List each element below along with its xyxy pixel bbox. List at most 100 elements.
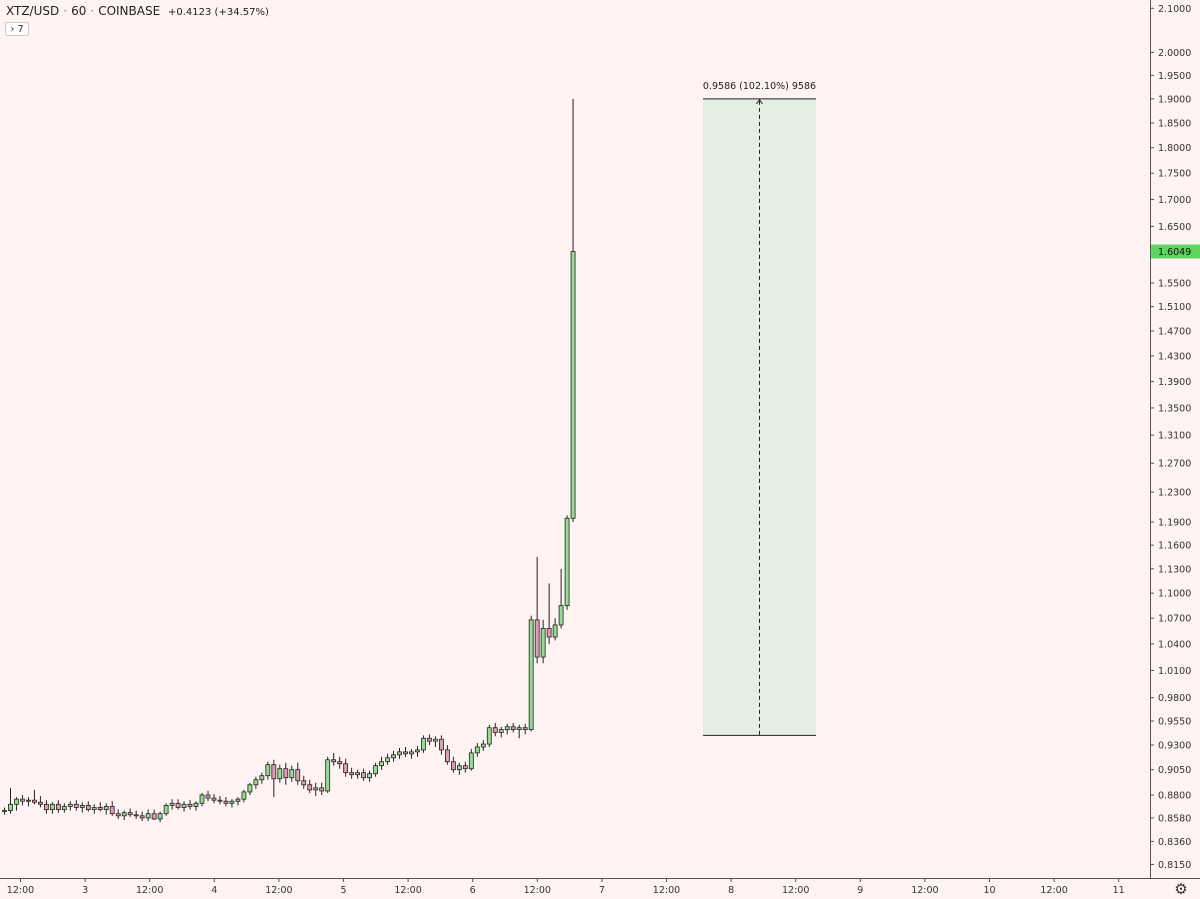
candle [433,736,438,747]
symbol-header[interactable]: XTZ/USD · 60 · COINBASE +0.4123 (+34.57%) [6,4,269,18]
candle-body [474,746,480,754]
candle-body [109,806,115,815]
candle-body [492,727,498,733]
candle [8,787,13,814]
candle-body [43,803,49,810]
candle-body [444,749,450,763]
candle-body [468,752,474,770]
candle [259,772,265,784]
price-tick-label: 1.1900 [1158,518,1191,529]
price-axis[interactable]: 2.1000 2.0000 1.9500 1.9000 1.8500 1.8000 1.75… [1150,0,1200,878]
candle-body [480,743,486,748]
candle [391,750,396,762]
candle [510,722,516,733]
time-tick-label: 4 [211,885,217,896]
price-tick-label: 1.0400 [1158,639,1191,650]
candle [277,764,283,783]
candle [265,761,271,780]
candle [462,761,468,773]
price-tick-label: 1.0100 [1158,666,1191,677]
price-tick-label: 2.0000 [1158,48,1191,59]
candle [61,803,67,813]
time-tick-label: 12:00 [782,885,809,896]
candle [546,583,552,644]
candle-body [313,787,319,791]
candle-body [427,737,432,742]
price-tick-label: 1.7500 [1158,169,1191,180]
candle-body [570,251,576,519]
candle [73,800,79,811]
candle-body [564,517,570,607]
arrow-up-icon [756,98,763,105]
candle [241,789,247,803]
candle-body [223,800,229,804]
candle-body [163,804,169,815]
price-tick-label: 1.0700 [1158,614,1191,625]
candle-body [325,759,331,792]
price-tick-label: 0.8580 [1158,813,1191,824]
time-tick-label: 9 [857,885,863,896]
candle-body [361,772,367,779]
candle-body [175,802,181,808]
candle-body [486,727,492,745]
candle-body [157,813,163,820]
candle [373,762,378,777]
candle-body [546,628,552,638]
candle [91,804,97,814]
candle-body [355,772,361,776]
candle [26,797,31,807]
candle-body [193,802,199,807]
candle [193,801,199,811]
candle-body [403,751,408,755]
exchange-label: COINBASE [98,4,161,18]
time-tick-label: 11 [1113,885,1125,896]
candle [337,756,343,769]
candle-body [439,738,444,751]
candle [2,807,7,815]
candle-body [498,729,504,733]
candle-body [522,727,528,731]
candle [468,748,474,771]
candle [103,803,109,815]
time-tick-label: 12:00 [7,885,34,896]
interval-label[interactable]: 60 [71,4,87,18]
candle [295,762,301,785]
price-tick-label: 1.3100 [1158,431,1191,442]
time-tick-label: 12:00 [911,885,938,896]
candle [67,801,73,811]
indicators-toggle-button[interactable]: › 7 [5,22,29,36]
candle [121,810,127,821]
time-tick-label: 6 [470,885,476,896]
candle [139,811,145,822]
time-tick-label: 8 [728,885,734,896]
gear-icon[interactable]: ⚙ [1174,880,1188,898]
candle-body [391,754,396,759]
candle-body [433,738,438,742]
candle-body [456,765,462,771]
candle [319,782,325,796]
last-price-label: 1.6049 [1158,247,1191,258]
candle-body [91,807,97,810]
price-change: +0.4123 (+34.57%) [168,7,269,18]
candle [38,796,43,808]
candle-body [229,800,235,804]
candle-body [211,797,217,801]
candle-body [127,812,133,816]
symbol-name[interactable]: XTZ/USD [6,4,60,18]
measure-tool[interactable]: 0.9586 (102.10%) 9586 [703,81,816,736]
candle [343,758,349,777]
time-tick-label: 12:00 [653,885,680,896]
candle [85,801,91,812]
candle-body [379,761,384,767]
candle-body [283,768,289,779]
candle-body [259,775,265,781]
candle-body [307,784,313,791]
candle [229,799,235,808]
candle [271,759,277,798]
candle-body [169,802,175,806]
price-tick-label: 2.1000 [1158,4,1191,15]
time-axis[interactable]: 12:00 3 12:00 4 12:00 5 12:00 6 12:00 7 12:00 8 12:0… [0,878,1200,896]
candle [97,802,103,812]
